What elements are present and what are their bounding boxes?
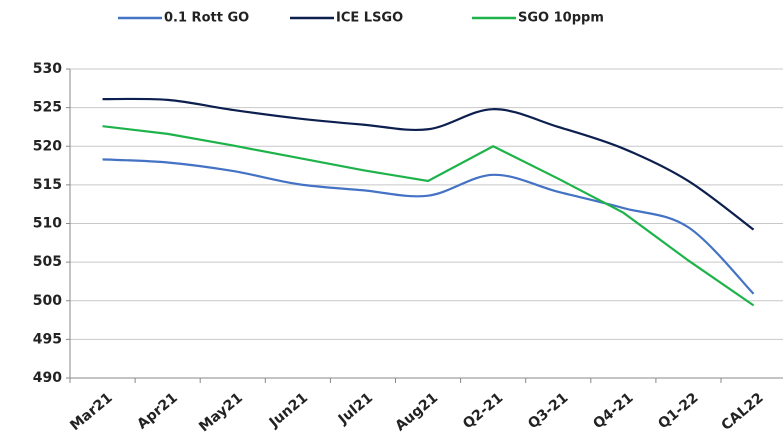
y-tick-label: 505 <box>33 254 62 270</box>
legend-label: ICE LSGO <box>336 11 403 26</box>
y-tick-label: 520 <box>33 138 62 154</box>
x-tick-label: Q1-22 <box>655 390 701 432</box>
y-tick-label: 500 <box>33 293 62 309</box>
x-tick-label: Apr21 <box>134 390 180 433</box>
legend-label: SGO 10ppm <box>518 11 604 26</box>
x-tick-label: Q4-21 <box>590 390 636 432</box>
x-tick-label: Q3-21 <box>525 390 571 432</box>
x-tick-label: Jun21 <box>266 390 311 432</box>
y-tick-label: 530 <box>33 61 62 77</box>
x-tick-label: Mar21 <box>67 390 115 434</box>
x-tick-label: Aug21 <box>392 390 441 435</box>
y-tick-label: 525 <box>33 100 62 116</box>
x-tick-label: CAL22 <box>718 390 766 434</box>
series-line <box>102 97 755 231</box>
y-tick-label: 490 <box>33 370 62 386</box>
legend-label: 0.1 Rott GO <box>164 11 249 26</box>
x-tick-label: May21 <box>196 390 246 435</box>
y-tick-label: 510 <box>33 216 62 232</box>
x-tick-label: Jul21 <box>335 390 376 428</box>
legend: 0.1 Rott GO ICE LSGO SGO 10ppm <box>118 11 604 26</box>
y-tick-label: 515 <box>33 177 62 193</box>
series-line <box>102 125 755 307</box>
series-line <box>102 158 755 295</box>
x-tick-label: Q2-21 <box>460 390 506 432</box>
y-tick-label: 495 <box>33 331 62 347</box>
